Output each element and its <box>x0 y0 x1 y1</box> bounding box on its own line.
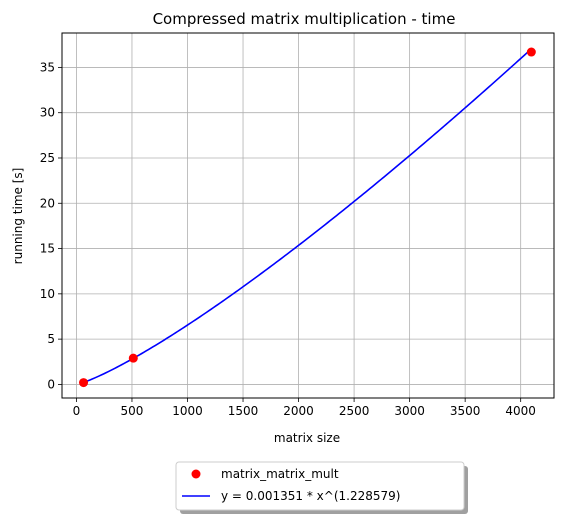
data-point <box>526 47 536 57</box>
x-tick-label: 2500 <box>339 404 370 418</box>
y-tick-label: 15 <box>40 242 55 256</box>
y-axis-label: running time [s] <box>11 168 25 265</box>
grid <box>62 33 554 398</box>
chart-title: Compressed matrix multiplication - time <box>153 10 456 28</box>
plot-frame <box>61 32 555 399</box>
series-line-fit <box>83 48 532 384</box>
y-axis: 0 5 10 15 20 25 30 35 <box>40 60 62 391</box>
x-tick-label: 0 <box>73 404 81 418</box>
legend-box <box>175 461 465 511</box>
legend-label-points: matrix_matrix_mult <box>221 467 339 481</box>
x-tick-label: 3500 <box>450 404 481 418</box>
x-tick-label: 1500 <box>228 404 259 418</box>
legend-marker-points <box>191 469 201 479</box>
x-axis-label: matrix size <box>274 431 340 445</box>
y-tick-label: 30 <box>40 106 55 120</box>
legend: matrix_matrix_mult y = 0.001351 * x^(1.2… <box>175 461 468 514</box>
x-tick-label: 2000 <box>283 404 314 418</box>
y-tick-label: 5 <box>47 332 55 346</box>
y-tick-label: 0 <box>47 377 55 391</box>
data-point <box>128 353 138 363</box>
x-tick-label: 1000 <box>172 404 203 418</box>
data-point <box>79 378 89 388</box>
y-tick-label: 35 <box>40 60 55 74</box>
x-tick-label: 4000 <box>505 404 536 418</box>
series-layer <box>79 47 536 388</box>
x-axis: 0 500 1000 1500 2000 2500 3000 3500 4000 <box>73 398 536 418</box>
x-tick-label: 3000 <box>394 404 425 418</box>
x-tick-label: 500 <box>121 404 144 418</box>
y-tick-label: 20 <box>40 196 55 210</box>
y-tick-label: 25 <box>40 151 55 165</box>
legend-label-curve: y = 0.001351 * x^(1.228579) <box>221 489 400 503</box>
y-tick-label: 10 <box>40 287 55 301</box>
